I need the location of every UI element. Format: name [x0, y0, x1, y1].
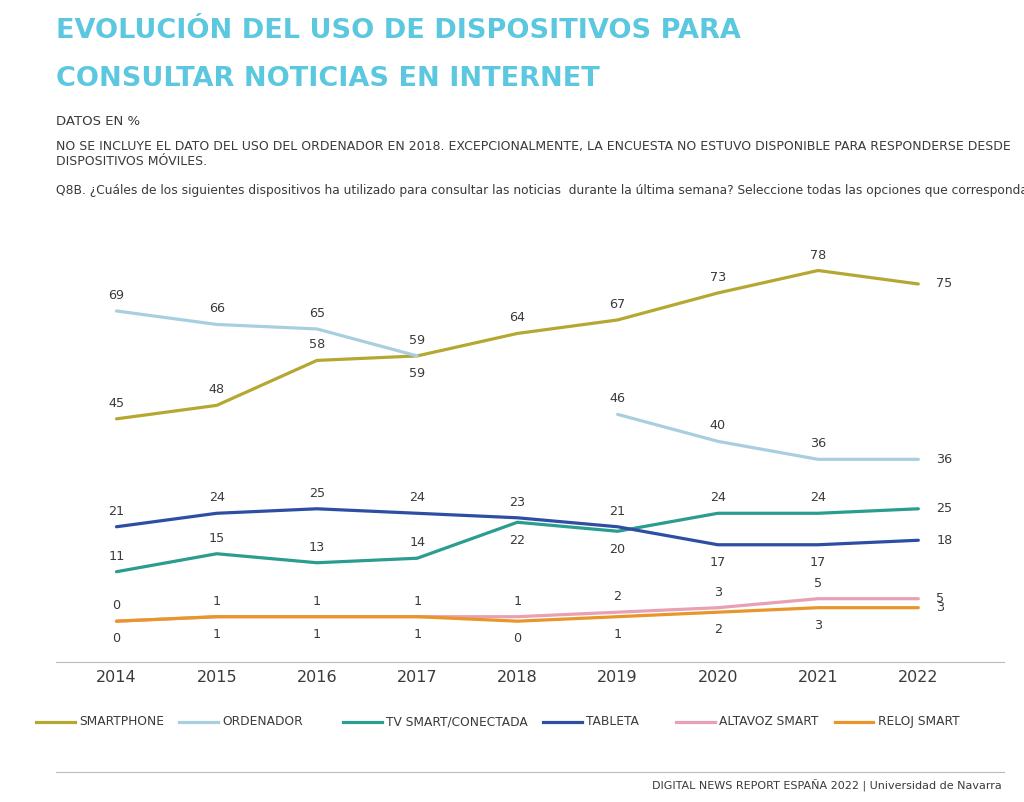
- Text: 3: 3: [936, 602, 944, 614]
- Text: 11: 11: [109, 549, 125, 563]
- Text: 36: 36: [810, 437, 826, 451]
- Text: 36: 36: [936, 453, 952, 466]
- Text: 20: 20: [609, 542, 626, 556]
- Text: ORDENADOR: ORDENADOR: [222, 715, 303, 728]
- Text: 65: 65: [309, 307, 325, 320]
- Text: 5: 5: [814, 577, 822, 589]
- Text: 17: 17: [810, 556, 826, 569]
- Text: 24: 24: [810, 492, 826, 504]
- Text: 58: 58: [309, 338, 325, 351]
- Text: 64: 64: [509, 311, 525, 325]
- Text: DATOS EN %: DATOS EN %: [56, 115, 140, 128]
- Text: Q8B. ¿Cuáles de los siguientes dispositivos ha utilizado para consultar las noti: Q8B. ¿Cuáles de los siguientes dispositi…: [56, 184, 1024, 197]
- Text: 24: 24: [410, 492, 425, 504]
- Text: RELOJ SMART: RELOJ SMART: [878, 715, 959, 728]
- Text: 46: 46: [609, 392, 626, 405]
- Text: 1: 1: [213, 595, 221, 608]
- Text: 15: 15: [209, 532, 225, 545]
- Text: CONSULTAR NOTICIAS EN INTERNET: CONSULTAR NOTICIAS EN INTERNET: [56, 66, 600, 91]
- Text: 25: 25: [309, 487, 325, 500]
- Text: 24: 24: [209, 492, 224, 504]
- Text: 59: 59: [410, 334, 425, 347]
- Text: 25: 25: [936, 502, 952, 515]
- Text: 14: 14: [410, 537, 425, 549]
- Text: 0: 0: [513, 633, 521, 646]
- Text: 0: 0: [113, 599, 121, 612]
- Text: DIGITAL NEWS REPORT ESPAÑA 2022 | Universidad de Navarra: DIGITAL NEWS REPORT ESPAÑA 2022 | Univer…: [651, 780, 1001, 792]
- Text: 69: 69: [109, 289, 125, 302]
- Text: 17: 17: [710, 556, 726, 569]
- Text: 73: 73: [710, 271, 726, 284]
- Text: 2: 2: [714, 623, 722, 637]
- Text: 40: 40: [710, 419, 726, 432]
- Text: 18: 18: [936, 534, 952, 547]
- Text: 21: 21: [609, 504, 626, 518]
- Text: 2: 2: [613, 590, 622, 603]
- Text: 59: 59: [410, 367, 425, 380]
- Text: 13: 13: [309, 541, 325, 553]
- Text: 78: 78: [810, 249, 826, 261]
- Text: ALTAVOZ SMART: ALTAVOZ SMART: [719, 715, 818, 728]
- Text: 1: 1: [213, 628, 221, 641]
- Text: 67: 67: [609, 298, 626, 311]
- Text: SMARTPHONE: SMARTPHONE: [79, 715, 164, 728]
- Text: 48: 48: [209, 383, 224, 396]
- Text: 1: 1: [313, 595, 321, 608]
- Text: 75: 75: [936, 277, 952, 290]
- Text: 21: 21: [109, 504, 125, 518]
- Text: TABLETA: TABLETA: [586, 715, 639, 728]
- Text: NO SE INCLUYE EL DATO DEL USO DEL ORDENADOR EN 2018. EXCEPCIONALMENTE, LA ENCUES: NO SE INCLUYE EL DATO DEL USO DEL ORDENA…: [56, 140, 1011, 168]
- Text: EVOLUCIÓN DEL USO DE DISPOSITIVOS PARA: EVOLUCIÓN DEL USO DE DISPOSITIVOS PARA: [56, 18, 741, 43]
- Text: 66: 66: [209, 302, 224, 315]
- Text: 1: 1: [413, 595, 421, 608]
- Text: 3: 3: [814, 619, 822, 632]
- Text: 1: 1: [313, 628, 321, 641]
- Text: 24: 24: [710, 492, 726, 504]
- Text: 1: 1: [513, 595, 521, 608]
- Text: 1: 1: [613, 628, 622, 641]
- Text: 45: 45: [109, 397, 125, 410]
- Text: 23: 23: [509, 496, 525, 508]
- Text: TV SMART/CONECTADA: TV SMART/CONECTADA: [386, 715, 527, 728]
- Text: 1: 1: [413, 628, 421, 641]
- Text: 0: 0: [113, 633, 121, 646]
- Text: 22: 22: [509, 533, 525, 546]
- Text: 3: 3: [714, 585, 722, 599]
- Text: 5: 5: [936, 592, 944, 606]
